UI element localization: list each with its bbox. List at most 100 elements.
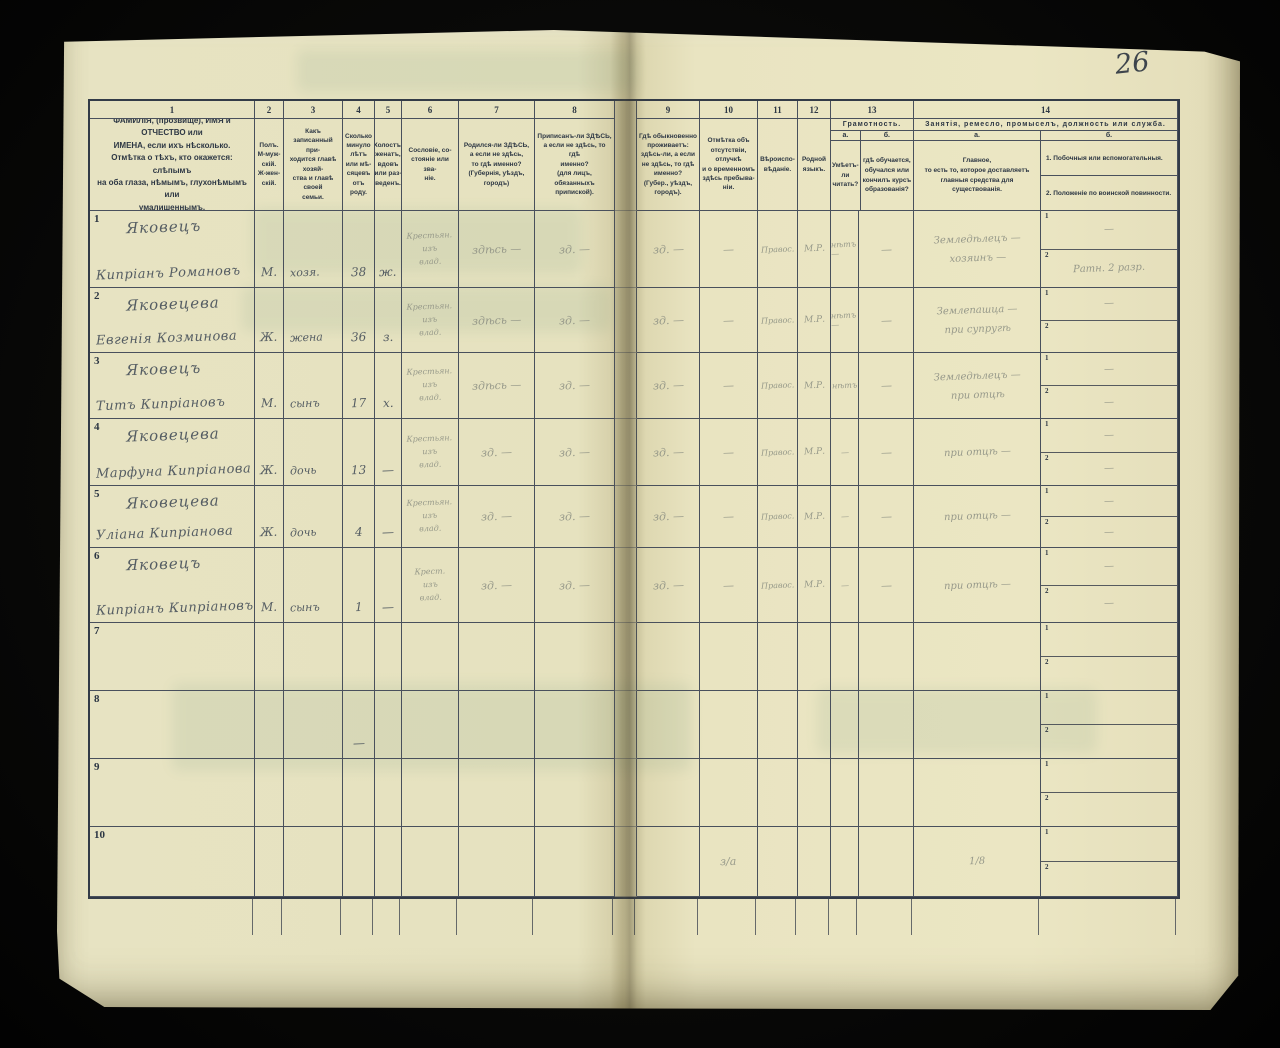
cell-language: М.Р.	[798, 211, 831, 288]
cell-faith	[758, 623, 798, 691]
cell-name: 5 Яковецева Уліана Кипріанова	[90, 486, 255, 548]
age-handwriting: 17	[350, 395, 367, 411]
cell-absence	[700, 623, 758, 691]
literacy-handwriting: нѣтъ —	[831, 239, 857, 259]
cell-name: 9	[90, 759, 255, 827]
header-registration: Приписанъ-ли ЗДѢСЬ, а если не здѣсь, то …	[535, 119, 615, 211]
cell-occupation-main: 1/8	[914, 827, 1041, 897]
marital-handwriting: —	[381, 524, 395, 540]
surname-handwriting: Яковецъ	[125, 358, 202, 380]
printed-2: 2	[1045, 586, 1049, 595]
printed-1: 1	[1045, 487, 1049, 495]
cell-relation: хозя.	[284, 211, 343, 288]
absence-handwriting: —	[722, 509, 735, 524]
absence-handwriting: з/а	[720, 854, 737, 869]
cell-language: М.Р.	[798, 419, 831, 486]
page-fold-gutter	[615, 827, 637, 897]
cell-sex: М.	[255, 211, 284, 288]
cell-name: 8	[90, 691, 255, 759]
relation-handwriting: сынъ	[289, 396, 320, 411]
header-faith: Вѣроиспо- вѣданіе.	[758, 119, 798, 211]
cell-age: —	[343, 691, 375, 759]
header-literacy: Грамотность. а. Умѣетъ- ли читать? б. гд…	[831, 119, 914, 211]
cell-name: 2 Яковецева Евгенія Козминова	[90, 288, 255, 353]
residence-handwriting: зд. —	[652, 378, 684, 393]
cell-absence: —	[700, 353, 758, 419]
cell-marital: —	[375, 419, 402, 486]
cell-sex: Ж.	[255, 419, 284, 486]
literacy-handwriting: нѣтъ —	[831, 310, 857, 330]
cell-literacy: —	[831, 486, 859, 548]
literacy-handwriting: нѣтъ	[831, 380, 858, 391]
estate-handwriting: Крестьян. изъ влад.	[406, 230, 453, 266]
cell-registration: зд. —	[535, 288, 615, 353]
cell-marital	[375, 759, 402, 827]
side-occupation-2: 2	[1041, 321, 1177, 353]
printed-2: 2	[1045, 726, 1049, 734]
cell-relation: жена	[284, 288, 343, 353]
residence-handwriting: зд. —	[652, 444, 684, 460]
education-handwriting: —	[880, 509, 892, 524]
cell-residence	[637, 827, 700, 897]
side2-handwriting: —	[1103, 526, 1115, 538]
printed-1: 1	[1045, 354, 1049, 362]
extension-line	[756, 897, 796, 935]
occupation-handwriting: Землепашца — при супругѣ	[936, 303, 1018, 337]
page-fold-gutter	[615, 353, 637, 419]
estate-handwriting: Крестьян. изъ влад.	[406, 497, 453, 534]
extension-line	[635, 897, 698, 935]
relation-handwriting: дочь	[289, 525, 317, 540]
printed-1: 1	[1045, 692, 1049, 700]
birthplace-handwriting: здѣсь —	[471, 241, 522, 257]
page-fold-gutter	[615, 419, 637, 486]
cell-registration: зд. —	[535, 211, 615, 288]
cell-name: 10	[90, 827, 255, 897]
cell-age: 17	[343, 353, 375, 419]
cell-registration	[535, 759, 615, 827]
sex-handwriting: М.	[260, 264, 278, 280]
fullname-handwriting: Титъ Кипріановъ	[95, 394, 226, 415]
birthplace-handwriting: здѣсь —	[471, 312, 522, 328]
cell-absence	[700, 759, 758, 827]
cell-education: —	[859, 211, 914, 288]
cell-relation: сынъ	[284, 353, 343, 419]
cell-language	[798, 759, 831, 827]
col-number-9: 9	[637, 101, 700, 119]
page-fold-gutter	[615, 486, 637, 548]
cell-residence: зд. —	[637, 288, 700, 353]
side-occupation-1: 1 —	[1041, 211, 1177, 250]
cell-birthplace: зд. —	[459, 548, 535, 623]
cell-occupation-side: 1 — 2	[1041, 288, 1178, 353]
cell-faith	[758, 759, 798, 827]
cell-age: 13	[343, 419, 375, 486]
cell-absence: —	[700, 486, 758, 548]
cell-birthplace	[459, 623, 535, 691]
cell-faith: Правос.	[758, 288, 798, 353]
row-number: 10	[94, 829, 105, 841]
cell-occupation-main: Земледѣлецъ — при отцѣ	[914, 353, 1041, 419]
occupation-b1-text: 1. Побочныя или вспомогательныя.	[1041, 141, 1177, 176]
relation-handwriting: жена	[289, 330, 324, 345]
cell-sex: Ж.	[255, 288, 284, 353]
estate-handwriting: Крест. изъ влад.	[414, 566, 445, 602]
surname-handwriting: Яковецъ	[125, 216, 202, 238]
cell-estate	[402, 759, 459, 827]
literacy-b-text: гдѣ обучается, обучался или кончилъ курс…	[862, 157, 912, 194]
page-fold-gutter	[615, 211, 637, 288]
extension-line	[400, 897, 457, 935]
cell-occupation-side: 1 — 2 Ратн. 2 разр.	[1041, 211, 1178, 288]
extension-line	[373, 897, 400, 935]
bleedthrough-ghost	[297, 50, 637, 92]
cell-education	[859, 691, 914, 759]
faith-handwriting: Правос.	[760, 579, 795, 591]
side1-handwriting: —	[1103, 298, 1115, 310]
header-age: Сколько минуло лѣтъ или мѣ- сяцевъ отъ р…	[343, 119, 375, 211]
cell-residence: зд. —	[637, 419, 700, 486]
col-number-2: 2	[255, 101, 284, 119]
side-occupation-1: 1	[1041, 623, 1177, 657]
literacy-a-text: Умѣетъ- ли читать?	[832, 161, 859, 189]
cell-age	[343, 827, 375, 897]
cell-occupation-side: 1 2	[1041, 827, 1178, 897]
cell-estate	[402, 691, 459, 759]
printed-1: 1	[1045, 420, 1049, 428]
